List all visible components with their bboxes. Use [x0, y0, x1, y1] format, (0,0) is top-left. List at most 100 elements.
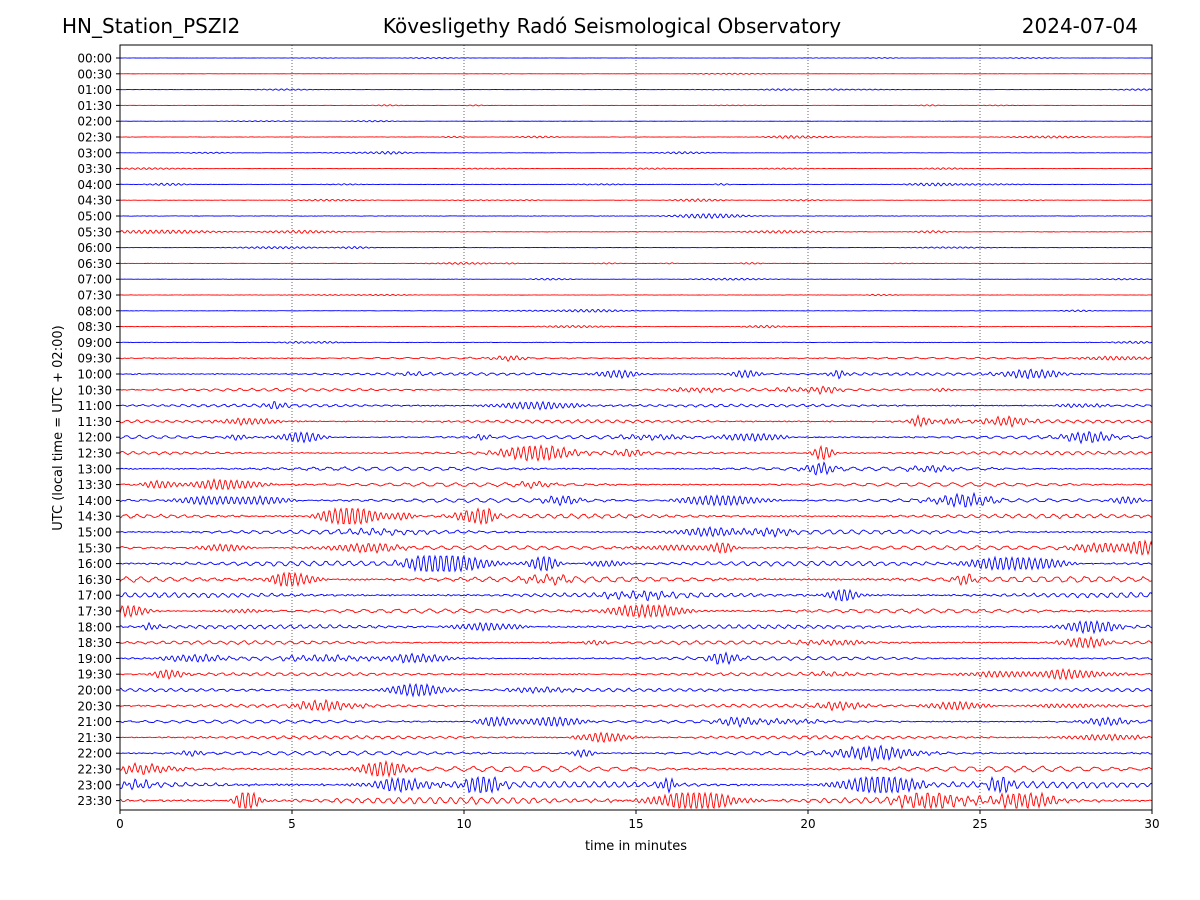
row-label: 19:00	[77, 652, 112, 666]
traces	[119, 57, 1153, 810]
trace-2230	[119, 759, 1153, 778]
trace-1700	[119, 588, 1153, 602]
row-label: 16:30	[77, 573, 112, 587]
station-name: HN_Station_PSZI2	[62, 14, 241, 38]
trace-1200	[119, 430, 1153, 445]
row-label: 21:00	[77, 715, 112, 729]
row-label: 10:30	[77, 383, 112, 397]
row-label: 07:00	[77, 273, 112, 287]
trace-1330	[119, 478, 1153, 491]
trace-0230	[119, 135, 1152, 139]
row-label: 18:00	[77, 620, 112, 634]
trace-0700	[119, 277, 1153, 281]
trace-0400	[119, 182, 1153, 187]
row-label: 05:30	[77, 225, 112, 239]
trace-1300	[119, 461, 1153, 476]
row-label: 03:00	[77, 146, 112, 160]
row-label: 11:30	[77, 415, 112, 429]
trace-2300	[119, 775, 1153, 794]
trace-2330	[119, 791, 1153, 810]
trace-2000	[119, 682, 1153, 698]
trace-0530	[119, 229, 1153, 235]
row-label: 10:00	[77, 368, 112, 382]
row-label: 19:30	[77, 668, 112, 682]
row-label: 22:00	[77, 747, 112, 761]
trace-1600	[119, 554, 1153, 573]
trace-0930	[119, 355, 1153, 362]
row-label: 01:00	[77, 83, 112, 97]
trace-0800	[119, 308, 1153, 313]
row-label: 12:00	[77, 431, 112, 445]
trace-2030	[119, 698, 1153, 713]
row-label: 06:30	[77, 257, 112, 271]
trace-0300	[119, 150, 1153, 155]
trace-1530	[119, 539, 1153, 556]
trace-1130	[119, 414, 1153, 428]
trace-0630	[119, 261, 1153, 265]
trace-0830	[119, 324, 1153, 329]
trace-0600	[119, 246, 1153, 250]
x-tick-label: 10	[456, 817, 471, 831]
trace-0000	[119, 57, 1153, 59]
row-label: 01:30	[77, 99, 112, 113]
row-label: 04:30	[77, 194, 112, 208]
trace-0030	[119, 72, 1153, 75]
row-label: 14:30	[77, 510, 112, 524]
row-label: 15:30	[77, 541, 112, 555]
row-label: 04:00	[77, 178, 112, 192]
row-label: 08:30	[77, 320, 112, 334]
row-label: 22:30	[77, 763, 112, 777]
trace-1430	[119, 507, 1153, 526]
y-axis-label: UTC (local time = UTC + 02:00)	[51, 325, 66, 530]
trace-0730	[119, 293, 1153, 297]
trace-0500	[120, 212, 1153, 220]
trace-1030	[119, 385, 1153, 395]
row-label: 17:30	[77, 605, 112, 619]
row-label: 03:30	[77, 162, 112, 176]
row-label: 06:00	[77, 241, 112, 255]
x-tick-label: 15	[628, 817, 643, 831]
trace-0200	[119, 120, 1153, 123]
row-label: 23:00	[77, 778, 112, 792]
trace-2200	[119, 744, 1153, 763]
trace-2130	[119, 731, 1153, 744]
x-tick-label: 0	[116, 817, 124, 831]
row-label: 21:30	[77, 731, 112, 745]
row-label: 08:00	[77, 304, 112, 318]
trace-0430	[119, 198, 1153, 203]
row-label: 14:00	[77, 494, 112, 508]
x-axis-label: time in minutes	[585, 839, 687, 854]
x-tick-label: 25	[972, 817, 987, 831]
row-label: 20:30	[77, 699, 112, 713]
row-label: 05:00	[77, 210, 112, 224]
row-label: 12:30	[77, 447, 112, 461]
trace-1000	[119, 368, 1153, 380]
trace-1830	[119, 635, 1153, 649]
row-label: 09:30	[77, 352, 112, 366]
trace-1930	[119, 667, 1153, 681]
trace-0100	[119, 88, 1153, 91]
trace-1500	[119, 526, 1153, 538]
row-label: 23:30	[77, 794, 112, 808]
x-tick-label: 30	[1144, 817, 1159, 831]
trace-0900	[119, 340, 1153, 345]
row-label: 00:00	[77, 52, 112, 66]
x-tick-label: 5	[288, 817, 296, 831]
trace-1730	[119, 603, 1153, 619]
x-tick-label: 20	[800, 817, 815, 831]
trace-1800	[119, 619, 1153, 635]
row-label: 13:00	[77, 462, 112, 476]
row-label: 07:30	[77, 289, 112, 303]
row-label: 00:30	[77, 67, 112, 81]
grid-lines	[291, 45, 981, 810]
trace-0330	[119, 167, 1153, 170]
chart-title: Kövesligethy Radó Seismological Observat…	[382, 14, 842, 38]
trace-2100	[119, 715, 1153, 729]
row-label: 15:00	[77, 526, 112, 540]
trace-0130	[119, 104, 1153, 107]
row-label: 20:00	[77, 684, 112, 698]
row-label: 16:00	[77, 557, 112, 571]
row-label: 09:00	[77, 336, 112, 350]
trace-1100	[119, 400, 1153, 411]
